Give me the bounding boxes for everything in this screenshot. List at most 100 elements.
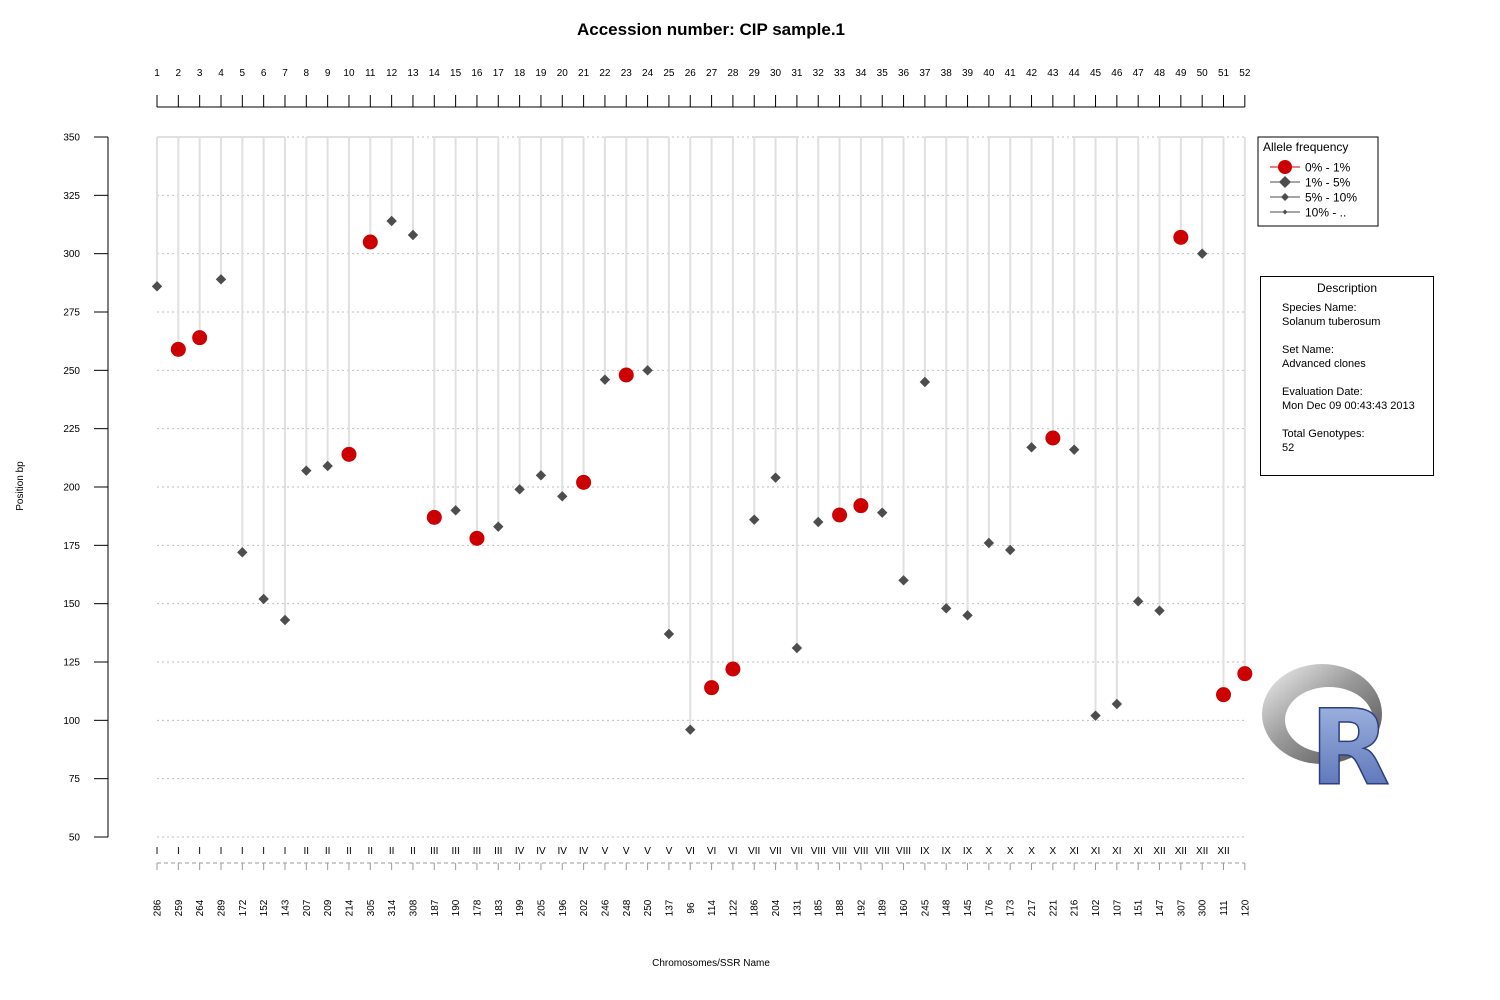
chromosome-label: XII — [1217, 846, 1229, 857]
ssr-name-label: 145 — [963, 899, 974, 916]
allele-point — [941, 603, 952, 614]
total-value: 52 — [1282, 442, 1295, 454]
marker-number-label: 31 — [791, 68, 803, 79]
marker-number-label: 17 — [493, 68, 505, 79]
y-tick-label: 100 — [63, 716, 80, 727]
allele-point — [983, 537, 995, 549]
ssr-name-label: 189 — [878, 899, 889, 916]
ssr-name-label: 114 — [707, 900, 718, 916]
ssr-name-label: 207 — [302, 899, 313, 916]
allele-point — [407, 229, 419, 241]
marker-number-label: 41 — [1005, 68, 1017, 79]
ssr-name-label: 196 — [558, 899, 569, 916]
ssr-name-label: 188 — [835, 899, 846, 916]
chromosome-label: XI — [1091, 846, 1100, 857]
allele-point — [258, 593, 269, 605]
marker-number-label: 45 — [1090, 68, 1102, 79]
allele-point — [170, 341, 186, 357]
marker-number-label: 27 — [706, 68, 718, 79]
allele-point — [642, 365, 653, 376]
chromosome-label: VIII — [875, 846, 890, 857]
chromosome-label: X — [986, 846, 993, 857]
y-tick-label: 50 — [69, 833, 81, 844]
chromosome-label: III — [451, 846, 459, 857]
allele-point — [1068, 444, 1080, 455]
y-tick-label: 150 — [63, 599, 80, 610]
ssr-name-label: 246 — [600, 899, 611, 916]
ssr-name-label: 250 — [643, 899, 654, 916]
ssr-name-label: 217 — [1027, 899, 1038, 916]
marker-number-label: 35 — [877, 68, 889, 79]
marker-number-label: 26 — [685, 68, 697, 79]
marker-number-label: 44 — [1069, 68, 1081, 79]
ssr-name-label: 151 — [1134, 899, 1145, 916]
point-layer — [151, 215, 1253, 735]
chromosome-label: II — [304, 846, 310, 857]
marker-number-label: 3 — [197, 68, 203, 79]
chromosome-label: III — [494, 846, 502, 857]
marker-number-label: 2 — [176, 68, 182, 79]
marker-number-label: 24 — [642, 68, 654, 79]
marker-number-label: 25 — [663, 68, 675, 79]
chromosome-label: I — [156, 846, 159, 857]
allele-point — [1237, 666, 1253, 682]
chromosome-label: III — [473, 846, 481, 857]
ssr-name-label: 107 — [1112, 899, 1123, 916]
ssr-name-label: 300 — [1198, 899, 1209, 916]
marker-number-label: 43 — [1047, 68, 1059, 79]
marker-number-label: 46 — [1111, 68, 1123, 79]
y-tick-label: 350 — [63, 133, 80, 144]
marker-number-label: 15 — [450, 68, 462, 79]
ssr-name-label: 289 — [216, 899, 227, 916]
chromosome-label: V — [623, 846, 630, 857]
chromosome-label: I — [284, 846, 287, 857]
chromosome-label: XI — [1112, 846, 1121, 857]
allele-point — [362, 234, 378, 250]
legend-symbol — [1282, 209, 1288, 215]
marker-number-label: 47 — [1133, 68, 1145, 79]
chromosome-label: V — [602, 846, 609, 857]
ssr-name-label: 111 — [1219, 900, 1230, 916]
ssr-name-label: 178 — [472, 899, 483, 916]
marker-number-label: 16 — [471, 68, 483, 79]
allele-point — [237, 547, 248, 558]
chromosome-label: XI — [1069, 846, 1078, 857]
chromosome-label: II — [325, 846, 331, 857]
marker-number-label: 28 — [727, 68, 739, 79]
chromosome-label: I — [241, 846, 244, 857]
legend-title: Allele frequency — [1263, 140, 1348, 154]
allele-point — [1173, 229, 1189, 245]
ssr-name-label: 122 — [728, 899, 739, 916]
allele-point — [1154, 605, 1165, 616]
stem-layer — [156, 136, 1246, 730]
ssr-name-label: 143 — [280, 899, 291, 916]
ssr-name-label: 96 — [686, 902, 697, 914]
allele-point — [192, 330, 208, 346]
allele-point — [386, 215, 397, 227]
chromosome-label: VI — [707, 846, 716, 857]
chromosome-label: II — [368, 846, 374, 857]
marker-number-label: 1 — [154, 68, 160, 79]
marker-number-label: 49 — [1175, 68, 1187, 79]
allele-point — [725, 661, 741, 677]
ssr-name-label: 176 — [984, 899, 995, 916]
chromosome-label: XI — [1133, 846, 1142, 857]
chromosome-label: VII — [769, 846, 781, 857]
marker-number-label: 10 — [343, 68, 355, 79]
ssr-name-label: 152 — [259, 899, 270, 916]
allele-point — [877, 507, 888, 518]
marker-number-label: 50 — [1197, 68, 1209, 79]
marker-number-label: 38 — [941, 68, 953, 79]
allele-point — [215, 274, 227, 285]
chromosome-label: VIII — [811, 846, 826, 857]
ssr-name-label: 199 — [515, 899, 526, 916]
chromosome-label: X — [1007, 846, 1014, 857]
allele-point — [322, 460, 333, 472]
y-tick-label: 300 — [63, 249, 80, 260]
ssr-name-label: 305 — [366, 899, 377, 916]
ssr-name-label: 245 — [920, 899, 931, 916]
chromosome-label: I — [262, 846, 265, 857]
chromosome-label: II — [346, 846, 352, 857]
allele-point — [704, 680, 720, 696]
chromosome-label: IV — [515, 846, 525, 857]
